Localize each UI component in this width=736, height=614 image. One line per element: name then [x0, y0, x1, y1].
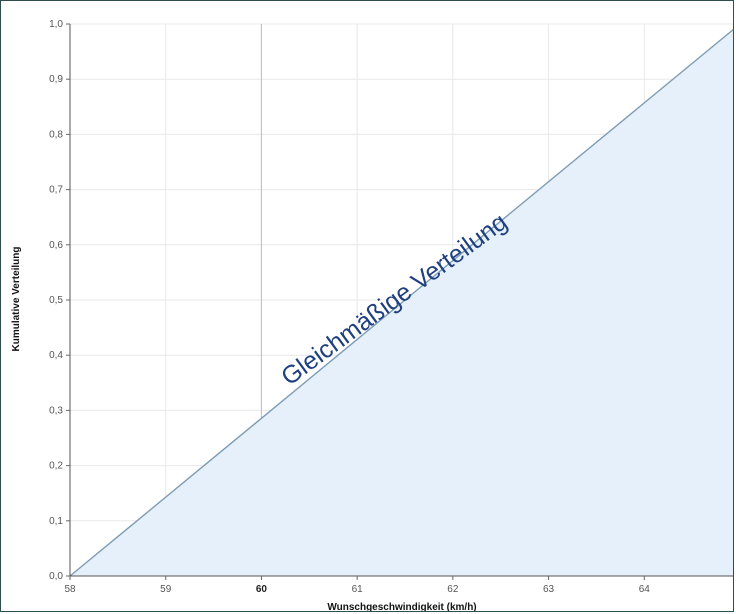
y-tick-label: 0,9	[49, 74, 63, 85]
y-tick-label: 0,3	[49, 405, 63, 416]
tick-label-layer: 0,0 0,1 0,2 0,3 0,4 0,5 0,6 0,7 0,8 0,9 1,0 58 59 60 6…	[49, 19, 651, 595]
y-tick-label: 0,6	[49, 240, 63, 251]
x-tick-label: 63	[543, 584, 555, 595]
y-tick-label: 0,4	[49, 350, 63, 361]
y-axis-title: Kumulative Verteilung	[11, 246, 22, 351]
y-tick-label: 0,2	[49, 461, 63, 472]
x-tick-label: 58	[64, 584, 76, 595]
x-tick-label: 59	[160, 584, 172, 595]
y-tick-label: 0,8	[49, 129, 63, 140]
x-tick-label: 64	[639, 584, 651, 595]
x-axis-title: Wunschgeschwindigkeit (km/h)	[327, 602, 476, 612]
y-tick-label: 0,0	[49, 571, 63, 582]
distribution-line	[69, 28, 733, 577]
x-tick-label: 62	[447, 584, 459, 595]
line-layer	[69, 28, 733, 577]
y-tick-label: 0,7	[49, 185, 63, 196]
x-tick-label: 60	[256, 584, 268, 595]
x-tick-label: 61	[352, 584, 364, 595]
y-tick-label: 0,5	[49, 295, 63, 306]
y-tick-label: 1,0	[49, 19, 63, 30]
y-tick-label: 0,1	[49, 516, 63, 527]
axis-layer	[66, 23, 733, 580]
